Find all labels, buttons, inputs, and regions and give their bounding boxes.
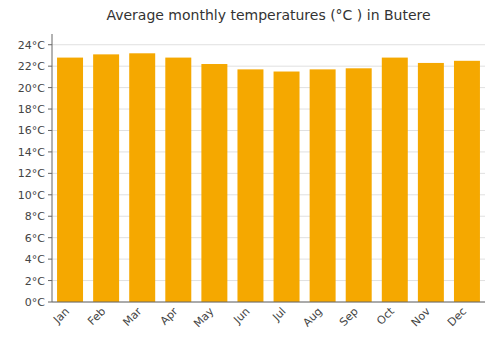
chart: Average monthly temperatures (°C ) in Bu… — [0, 0, 500, 350]
x-tick-label: Feb — [85, 305, 108, 328]
bar — [237, 69, 263, 302]
x-tick-label: May — [191, 305, 217, 331]
y-tick — [48, 302, 52, 303]
x-axis — [52, 302, 485, 303]
bar — [165, 58, 191, 302]
grid — [52, 45, 485, 302]
x-tick-label: Sep — [337, 305, 361, 329]
x-tick-label: Jul — [269, 305, 288, 324]
bar — [57, 58, 83, 302]
grid-line — [52, 302, 485, 303]
grid-line — [52, 44, 485, 45]
y-tick-label: 22°C — [18, 60, 45, 73]
y-tick-label: 8°C — [25, 210, 45, 223]
x-tick-label: Jan — [50, 305, 72, 327]
y-tick-label: 24°C — [18, 39, 45, 52]
y-tick-label: 2°C — [25, 275, 45, 288]
bar — [310, 69, 336, 302]
y-tick-label: 14°C — [18, 146, 45, 159]
bar — [93, 54, 119, 302]
bar — [201, 64, 227, 302]
x-tick-label: Mar — [120, 305, 144, 329]
y-tick-label: 6°C — [25, 232, 45, 245]
y-tick-label: 12°C — [18, 167, 45, 180]
title: Average monthly temperatures (°C ) in Bu… — [106, 7, 430, 23]
y-tick — [48, 66, 52, 67]
y-tick — [48, 173, 52, 174]
y-tick-label: 20°C — [18, 82, 45, 95]
y-tick-label: 0°C — [25, 296, 45, 309]
y-tick-label: 4°C — [25, 253, 45, 266]
y-axis — [52, 34, 53, 302]
y-tick — [48, 151, 52, 152]
y-tick — [48, 194, 52, 195]
y-tick — [48, 280, 52, 281]
y-tick — [48, 259, 52, 260]
x-tick-label: Jun — [231, 305, 253, 327]
x-tick-label: Oct — [374, 304, 397, 327]
x-tick-label: Dec — [445, 305, 469, 329]
y-tick — [48, 216, 52, 217]
bar — [382, 58, 408, 302]
y-tick — [48, 87, 52, 88]
bar — [274, 72, 300, 302]
y-tick — [48, 130, 52, 131]
bar — [346, 68, 372, 302]
y-tick-label: 16°C — [18, 124, 45, 137]
y-tick-label: 10°C — [18, 189, 45, 202]
bar — [454, 61, 480, 302]
y-tick — [48, 237, 52, 238]
bar — [129, 53, 155, 302]
y-tick — [48, 109, 52, 110]
x-tick-label: Apr — [158, 305, 181, 328]
bars — [57, 53, 480, 302]
x-tick-label: Nov — [409, 305, 434, 330]
bar — [418, 63, 444, 302]
x-tick-label: Aug — [300, 305, 324, 329]
y-tick — [48, 44, 52, 45]
y-tick-label: 18°C — [18, 103, 45, 116]
